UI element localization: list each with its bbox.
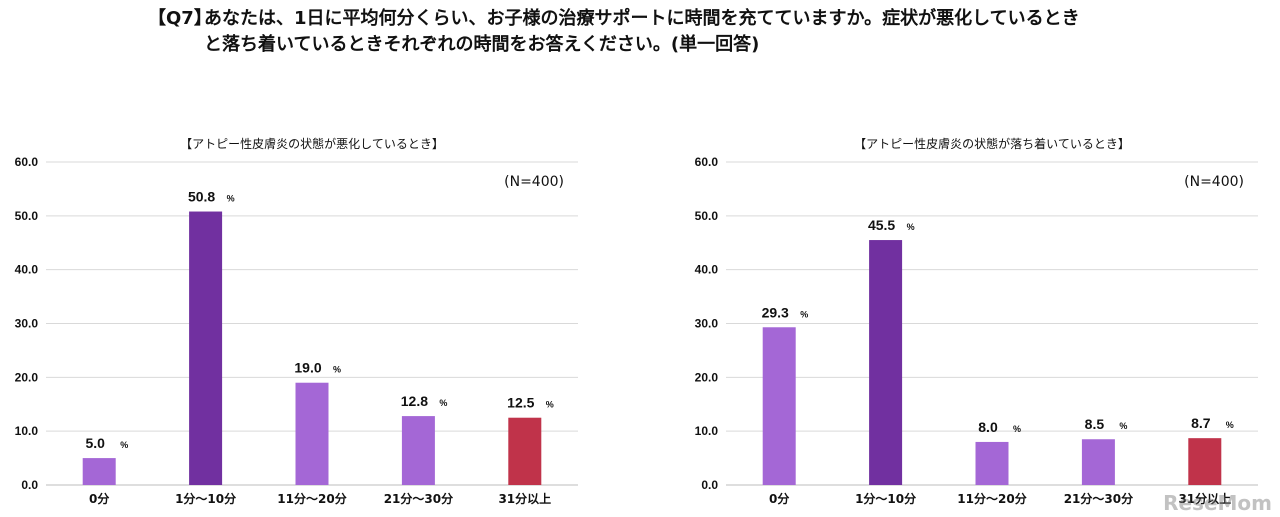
data-label: 8.7 — [1191, 415, 1211, 431]
bar — [401, 416, 435, 485]
data-label: 19.0 — [294, 360, 321, 376]
data-label: 12.5 — [507, 395, 534, 411]
chart-svg: 【アトピー性皮膚炎の状態が悪化しているとき】 (N=400) 0.0 10.0 20.0… — [15, 136, 578, 506]
y-tick-label: 0.0 — [21, 478, 38, 492]
data-label-unit: % — [800, 309, 808, 319]
data-label-unit: % — [439, 398, 447, 408]
bar — [508, 417, 542, 485]
data-label-unit: % — [120, 440, 128, 450]
x-tick-label: 11分～20分 — [277, 491, 346, 506]
x-tick-label: 11分～20分 — [957, 491, 1026, 506]
x-tick-label: 0分 — [769, 491, 789, 506]
x-tick-label: 21分～30分 — [384, 491, 453, 506]
data-label: 8.5 — [1085, 416, 1105, 432]
bar-chart-stable: 【アトピー性皮膚炎の状態が落ち着いているとき】 (N=400) 0.0 10.0 20.… — [680, 130, 1280, 517]
y-tick-label: 20.0 — [15, 370, 39, 384]
bar-chart-worsening: 【アトピー性皮膚炎の状態が悪化しているとき】 (N=400) 0.0 10.0 20.0… — [0, 130, 600, 517]
y-tick-label: 50.0 — [15, 209, 39, 223]
data-label-unit: % — [1013, 424, 1021, 434]
sample-size-note: (N=400) — [504, 174, 564, 190]
bar — [189, 211, 223, 485]
x-tick-label: 21分～30分 — [1064, 491, 1133, 506]
data-label-unit: % — [1226, 420, 1234, 430]
data-label: 45.5 — [868, 217, 895, 233]
y-tick-label: 30.0 — [695, 317, 719, 331]
sample-size-note: (N=400) — [1184, 174, 1244, 190]
x-tick-label: 1分～10分 — [855, 491, 916, 506]
y-tick-label: 60.0 — [695, 155, 719, 169]
data-label: 8.0 — [978, 419, 998, 435]
bar — [869, 240, 903, 485]
y-tick-label: 10.0 — [695, 424, 719, 438]
chart-svg: 【アトピー性皮膚炎の状態が落ち着いているとき】 (N=400) 0.0 10.0 20.… — [695, 136, 1258, 506]
y-tick-label: 10.0 — [15, 424, 39, 438]
bar — [295, 382, 329, 485]
y-tick-label: 40.0 — [15, 263, 39, 277]
bar — [762, 327, 796, 485]
x-tick-label: 0分 — [89, 491, 109, 506]
data-label-unit: % — [907, 222, 915, 232]
y-tick-label: 60.0 — [15, 155, 39, 169]
data-label-unit: % — [227, 194, 235, 204]
question-tag: 【Q7】 — [148, 8, 212, 29]
x-tick-label: 31分以上 — [498, 491, 551, 506]
bar — [82, 458, 116, 485]
bar — [1081, 439, 1115, 485]
y-tick-label: 50.0 — [695, 209, 719, 223]
y-tick-label: 0.0 — [701, 478, 718, 492]
chart-title: 【アトピー性皮膚炎の状態が落ち着いているとき】 — [854, 136, 1130, 151]
data-label-unit: % — [1119, 421, 1127, 431]
bar — [975, 441, 1009, 485]
data-label-unit: % — [333, 365, 341, 375]
x-tick-label: 1分～10分 — [175, 491, 236, 506]
chart-title: 【アトピー性皮膚炎の状態が悪化しているとき】 — [180, 136, 444, 151]
data-label-unit: % — [546, 400, 554, 410]
data-label: 5.0 — [85, 435, 105, 451]
y-tick-label: 20.0 — [695, 370, 719, 384]
y-tick-label: 30.0 — [15, 317, 39, 331]
data-label: 50.8 — [188, 189, 215, 205]
bar — [1188, 438, 1222, 485]
x-tick-label: 31分以上 — [1178, 491, 1231, 506]
watermark-logo: ReseMom — [1163, 491, 1272, 515]
data-label: 29.3 — [762, 304, 789, 320]
y-tick-label: 40.0 — [695, 263, 719, 277]
data-label: 12.8 — [401, 393, 428, 409]
question-text: あなたは、1日に平均何分くらい、お子様の治療サポートに時間を充てていますか。症状… — [204, 8, 1080, 55]
